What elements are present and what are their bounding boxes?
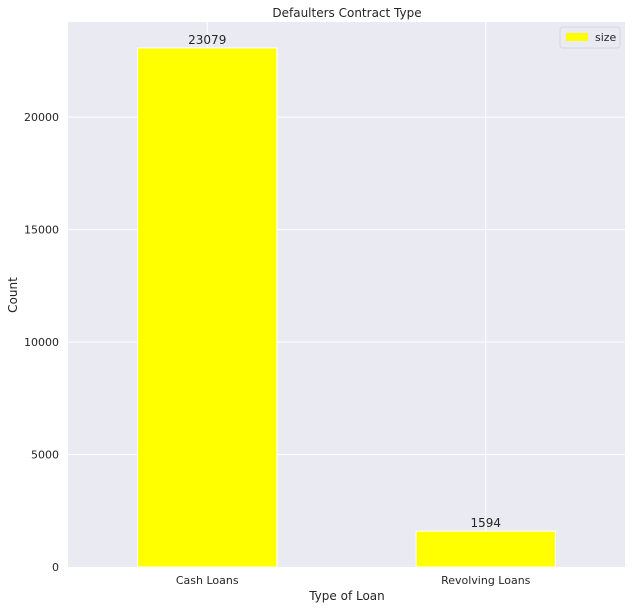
bars xyxy=(137,47,556,568)
legend-entry: size xyxy=(595,31,617,44)
x-tick-label-0: Cash Loans xyxy=(176,574,239,587)
legend-frame xyxy=(559,26,621,49)
x-tick-label-1: Revolving Loans xyxy=(441,574,531,587)
x-axis-ticks: Cash Loans Revolving Loans xyxy=(176,574,531,587)
y-tick-label-3: 15000 xyxy=(24,224,59,237)
chart-title: Defaulters Contract Type xyxy=(272,6,421,20)
y-axis-ticks: 0 5000 10000 15000 20000 xyxy=(24,111,59,574)
legend: size xyxy=(559,26,621,49)
data-labels: 23079 1594 xyxy=(188,33,501,530)
data-label-0: 23079 xyxy=(188,33,226,47)
x-axis-label: Type of Loan xyxy=(308,589,385,603)
data-label-1: 1594 xyxy=(470,516,501,530)
y-tick-label-4: 20000 xyxy=(24,111,59,124)
y-tick-label-1: 5000 xyxy=(31,449,59,462)
y-tick-label-2: 10000 xyxy=(24,336,59,349)
y-tick-label-0: 0 xyxy=(52,561,59,574)
bar-cash-loans xyxy=(137,47,278,568)
legend-swatch xyxy=(566,33,588,41)
y-axis-label: Count xyxy=(6,277,20,313)
bar-revolving-loans xyxy=(415,530,556,568)
